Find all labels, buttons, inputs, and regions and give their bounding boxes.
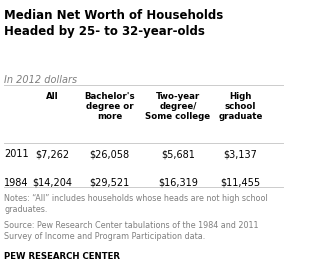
Text: In 2012 dollars: In 2012 dollars — [4, 74, 77, 85]
Text: $29,521: $29,521 — [90, 178, 130, 188]
Text: Notes: “All” includes households whose heads are not high school
graduates.: Notes: “All” includes households whose h… — [4, 193, 268, 214]
Text: $11,455: $11,455 — [221, 178, 261, 188]
Text: Bachelor's
degree or
more: Bachelor's degree or more — [84, 92, 135, 121]
Text: $3,137: $3,137 — [224, 149, 258, 159]
Text: $7,262: $7,262 — [36, 149, 70, 159]
Text: $14,204: $14,204 — [33, 178, 73, 188]
Text: High
school
graduate: High school graduate — [218, 92, 263, 121]
Text: All: All — [46, 92, 59, 100]
Text: PEW RESEARCH CENTER: PEW RESEARCH CENTER — [4, 252, 120, 261]
Text: Source: Pew Research Center tabulations of the 1984 and 2011
Survey of Income an: Source: Pew Research Center tabulations … — [4, 221, 259, 241]
Text: $5,681: $5,681 — [161, 149, 195, 159]
Text: $16,319: $16,319 — [158, 178, 198, 188]
Text: 2011: 2011 — [4, 149, 29, 159]
Text: $26,058: $26,058 — [90, 149, 130, 159]
Text: 1984: 1984 — [4, 178, 29, 188]
Text: Two-year
degree/
Some college: Two-year degree/ Some college — [145, 92, 211, 121]
Text: Median Net Worth of Households
Headed by 25- to 32-year-olds: Median Net Worth of Households Headed by… — [4, 9, 223, 38]
